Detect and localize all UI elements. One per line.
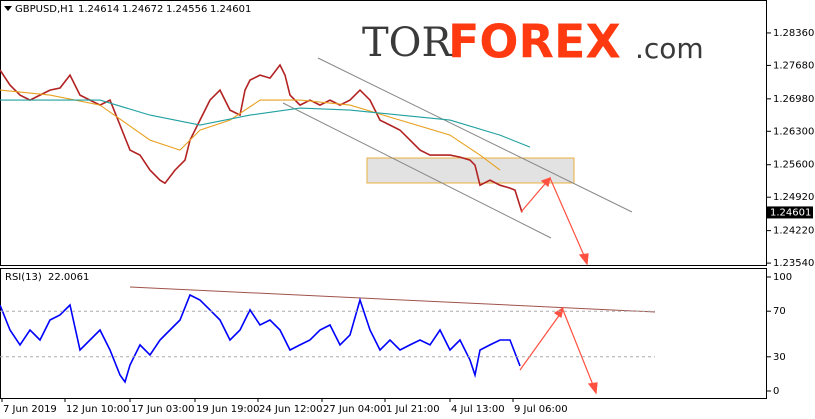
high: 1.24672 <box>122 4 163 15</box>
arrowhead <box>540 177 551 188</box>
y-tick-label: 30 <box>773 352 786 363</box>
y-tick-label: 1.24920 <box>773 192 814 203</box>
x-tick-label: 7 Jun 2019 <box>3 404 57 415</box>
arrowhead <box>587 382 598 395</box>
y-tick-label: 1.23540 <box>773 258 814 269</box>
watermark-com: .com <box>635 32 704 65</box>
y-tick-label: 1.26980 <box>773 94 814 105</box>
last-price-label: 1.24601 <box>770 207 811 218</box>
rsi-name: RSI(13) <box>5 272 42 283</box>
x-tick-label: 17 Jun 03:00 <box>131 404 195 415</box>
x-tick-label: 12 Jun 10:00 <box>66 404 130 415</box>
x-tick-label: 9 Jul 06:00 <box>514 404 568 415</box>
series-line <box>0 293 521 384</box>
header-icon <box>4 6 12 11</box>
rsi-panel <box>0 268 767 399</box>
y-tick-label: 100 <box>773 272 792 283</box>
series-layer <box>0 63 531 384</box>
watermark-forex: FOREX <box>448 15 621 69</box>
zone-box <box>366 157 575 184</box>
open: 1.24614 <box>78 4 119 15</box>
channel-upper <box>317 57 633 213</box>
rsi-trendline <box>129 286 656 313</box>
watermark: TOR FOREX .com <box>362 15 704 69</box>
y-tick-label: 0 <box>773 386 779 397</box>
rsi-value: 22.0061 <box>48 272 89 283</box>
y-tick-label: 1.28360 <box>773 28 814 39</box>
x-tick-label: 1 Jul 21:00 <box>386 404 440 415</box>
last-price-box <box>767 206 813 219</box>
y-tick-label: 1.24220 <box>773 226 814 237</box>
arrowhead <box>553 306 564 318</box>
y-tick-label: 70 <box>773 306 786 317</box>
price-panel <box>0 0 767 266</box>
x-tick-label: 19 Jun 19:00 <box>196 404 260 415</box>
forecast-arrows <box>519 176 598 395</box>
rsi-header: RSI(13) 22.0061 <box>5 272 89 283</box>
x-tick-label: 24 Jun 12:00 <box>259 404 323 415</box>
low: 1.24556 <box>166 4 207 15</box>
close: 1.24601 <box>210 4 251 15</box>
channel-lower <box>282 102 552 239</box>
series-line <box>0 89 501 171</box>
arrowhead <box>578 253 589 266</box>
y-tick-label: 1.27680 <box>773 60 814 71</box>
series-line <box>0 99 531 148</box>
y-tick-label: 1.25600 <box>773 160 814 171</box>
watermark-tor: TOR <box>362 20 453 66</box>
symbol: GBPUSD,H1 <box>15 4 74 15</box>
x-tick-label: 4 Jul 13:00 <box>451 404 505 415</box>
x-tick-label: 27 Jun 04:00 <box>323 404 387 415</box>
series-line <box>0 63 523 213</box>
price-header: GBPUSD,H1 1.24614 1.24672 1.24556 1.2460… <box>4 4 251 15</box>
y-tick-label: 1.26300 <box>773 126 814 137</box>
